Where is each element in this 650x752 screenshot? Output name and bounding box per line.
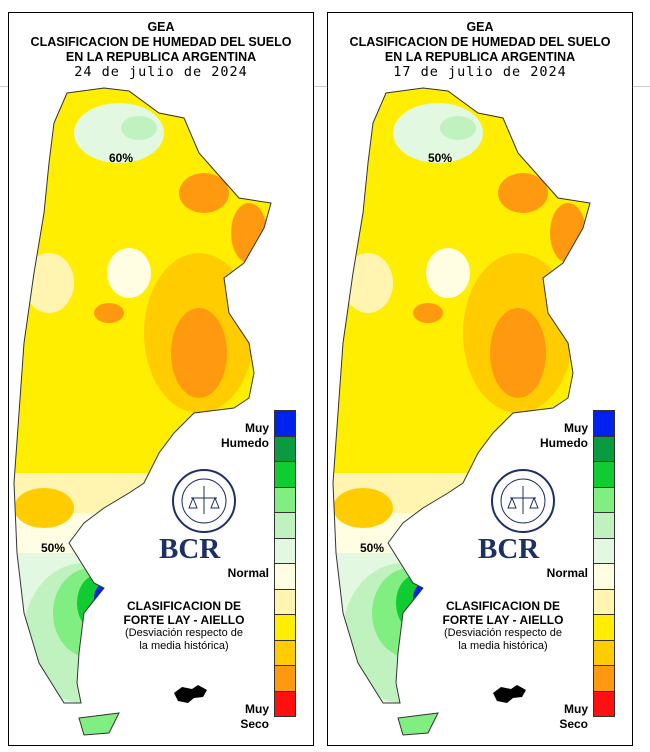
map-date: 24 de julio de 2024 bbox=[74, 64, 248, 80]
legend-middle-label: Normal bbox=[546, 566, 588, 580]
caption-line-2: FORTE LAY - AIELLO bbox=[123, 613, 245, 627]
tierra-del-fuego bbox=[78, 712, 120, 736]
legend-swatch bbox=[593, 691, 615, 717]
legend-swatch bbox=[274, 487, 296, 513]
legend-top-label: Muy Humedo bbox=[221, 421, 269, 450]
legend-swatch bbox=[274, 462, 296, 488]
caption-line-3: (Desviación respecto de bbox=[443, 627, 562, 639]
map-title: GEA CLASIFICACION DE HUMEDAD DEL SUELO E… bbox=[9, 20, 313, 80]
map-panel-previous: GEA CLASIFICACION DE HUMEDAD DEL SUELO E… bbox=[327, 12, 633, 746]
legend-swatch bbox=[593, 410, 615, 437]
legend-swatch bbox=[593, 436, 615, 462]
legend-swatch bbox=[593, 640, 615, 666]
legend-swatch bbox=[274, 589, 296, 615]
legend-swatch bbox=[274, 564, 296, 590]
classification-caption: CLASIFICACION DE FORTE LAY - AIELLO (Des… bbox=[99, 599, 269, 653]
caption-line-4: la media histórica) bbox=[458, 640, 548, 652]
title-line-1: CLASIFICACION DE HUMEDAD DEL SUELO bbox=[349, 35, 611, 49]
caption-line-1: CLASIFICACION DE bbox=[127, 599, 241, 613]
map-date: 17 de julio de 2024 bbox=[393, 64, 567, 80]
bcr-seal-logo bbox=[172, 469, 236, 533]
map-panel-current: GEA CLASIFICACION DE HUMEDAD DEL SUELO E… bbox=[8, 12, 314, 746]
tierra-del-fuego bbox=[397, 712, 439, 736]
legend-swatch bbox=[593, 462, 615, 488]
title-line-2: EN LA REPUBLICA ARGENTINA bbox=[384, 50, 576, 64]
contour-label-north: 50% bbox=[428, 151, 453, 165]
contour-label-south: 50% bbox=[41, 541, 66, 555]
legend-swatch bbox=[593, 487, 615, 513]
classification-caption: CLASIFICACION DE FORTE LAY - AIELLO (Des… bbox=[418, 599, 588, 653]
legend-swatch bbox=[593, 513, 615, 539]
title-line-1: CLASIFICACION DE HUMEDAD DEL SUELO bbox=[30, 35, 292, 49]
legend-swatch bbox=[274, 640, 296, 666]
legend-swatch bbox=[274, 615, 296, 641]
color-legend bbox=[274, 410, 296, 717]
org-label: GEA bbox=[147, 20, 175, 34]
caption-line-3: (Desviación respecto de bbox=[124, 627, 243, 639]
legend-swatch bbox=[593, 666, 615, 692]
legend-swatch bbox=[274, 436, 296, 462]
malvinas-islands bbox=[174, 685, 207, 703]
color-legend bbox=[593, 410, 615, 717]
contour-label-north: 60% bbox=[109, 151, 134, 165]
map-title: GEA CLASIFICACION DE HUMEDAD DEL SUELO E… bbox=[328, 20, 632, 80]
bcr-seal-logo bbox=[491, 469, 555, 533]
legend-bottom-label: Muy Seco bbox=[240, 702, 269, 731]
caption-line-4: la media histórica) bbox=[139, 640, 229, 652]
background-rule bbox=[0, 86, 650, 87]
legend-swatch bbox=[593, 564, 615, 590]
legend-swatch bbox=[593, 589, 615, 615]
legend-swatch bbox=[274, 691, 296, 717]
bcr-logo-text: BCR bbox=[159, 533, 221, 565]
contour-label-south: 50% bbox=[360, 541, 385, 555]
legend-swatch bbox=[274, 513, 296, 539]
caption-line-1: CLASIFICACION DE bbox=[446, 599, 560, 613]
legend-swatch bbox=[274, 538, 296, 564]
org-label: GEA bbox=[466, 20, 494, 34]
legend-swatch bbox=[274, 410, 296, 437]
soil-moisture-map bbox=[332, 87, 591, 736]
legend-swatch bbox=[593, 538, 615, 564]
caption-line-2: FORTE LAY - AIELLO bbox=[442, 613, 564, 627]
legend-middle-label: Normal bbox=[227, 566, 269, 580]
legend-top-label: Muy Humedo bbox=[540, 421, 588, 450]
bcr-logo-text: BCR bbox=[478, 533, 540, 565]
title-line-2: EN LA REPUBLICA ARGENTINA bbox=[65, 50, 257, 64]
legend-swatch bbox=[274, 666, 296, 692]
legend-bottom-label: Muy Seco bbox=[559, 702, 588, 731]
legend-swatch bbox=[593, 615, 615, 641]
malvinas-islands bbox=[493, 685, 526, 703]
